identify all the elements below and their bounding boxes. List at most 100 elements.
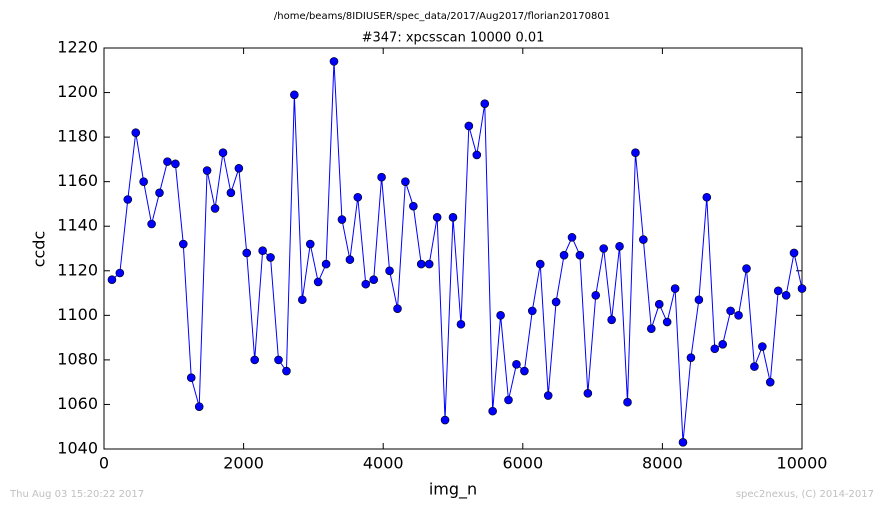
data-point	[290, 90, 299, 100]
data-point	[147, 219, 156, 229]
data-point	[551, 297, 561, 307]
x-tick-label: 8000	[642, 454, 683, 473]
data-point	[440, 415, 450, 425]
data-point	[789, 248, 799, 258]
data-point	[726, 306, 735, 316]
data-point	[424, 259, 434, 269]
data-point	[599, 244, 608, 253]
data-point	[765, 377, 775, 387]
data-point	[416, 259, 426, 269]
y-tick-label: 1100	[57, 305, 98, 324]
data-point	[194, 402, 204, 411]
y-tick-label: 1060	[57, 394, 98, 413]
x-tick-label: 10000	[777, 454, 828, 473]
y-tick-label: 1140	[57, 216, 98, 235]
data-point	[329, 57, 339, 66]
data-point	[567, 233, 577, 242]
data-point	[480, 99, 490, 108]
data-point	[401, 177, 410, 186]
y-tick-label: 1040	[57, 439, 98, 458]
data-point	[773, 286, 783, 296]
data-point	[686, 353, 696, 362]
x-tick-label: 6000	[502, 454, 543, 473]
data-point	[512, 360, 521, 369]
data-point	[250, 355, 259, 365]
data-point	[409, 201, 418, 211]
data-point	[694, 295, 704, 305]
footer-right: spec2nexus, (C) 2014-2017	[736, 489, 874, 500]
x-tick-label: 4000	[363, 454, 404, 473]
data-point	[115, 268, 125, 278]
data-point	[369, 275, 379, 284]
data-point	[353, 192, 363, 202]
data-point	[139, 177, 148, 186]
data-point	[797, 284, 807, 293]
data-point	[186, 373, 196, 383]
data-point	[305, 239, 315, 249]
x-tick-label: 2000	[223, 454, 264, 473]
data-point	[274, 355, 283, 365]
data-point	[377, 172, 386, 182]
data-point	[456, 319, 466, 329]
data-point	[670, 284, 680, 293]
data-point	[385, 266, 394, 276]
data-point	[607, 315, 616, 325]
data-point	[520, 366, 529, 376]
data-point	[750, 362, 759, 371]
data-point	[504, 395, 513, 405]
x-axis-label: img_n	[429, 480, 477, 500]
data-point	[639, 235, 648, 244]
data-point	[734, 311, 743, 320]
data-point	[710, 344, 720, 354]
data-point	[758, 342, 767, 351]
y-tick-label: 1200	[57, 82, 98, 101]
data-point	[615, 241, 624, 251]
data-point	[535, 259, 545, 269]
data-point	[527, 306, 537, 316]
plot-frame	[103, 47, 803, 450]
data-point	[123, 195, 133, 204]
data-point	[742, 264, 751, 273]
data-point	[662, 317, 672, 327]
data-point	[591, 290, 601, 300]
y-tick-label: 1160	[57, 171, 98, 190]
data-point	[242, 248, 252, 258]
data-point	[393, 304, 402, 313]
data-point	[623, 397, 632, 407]
data-point	[218, 148, 228, 158]
data-point	[781, 290, 791, 300]
data-point	[298, 295, 307, 305]
data-point	[345, 255, 355, 264]
data-point	[718, 339, 728, 349]
data-point	[178, 239, 188, 249]
data-point	[234, 164, 244, 173]
data-point	[155, 188, 164, 198]
data-point	[678, 438, 688, 447]
data-point	[202, 166, 212, 175]
y-tick-label: 1220	[57, 38, 98, 57]
y-tick-label: 1180	[57, 127, 98, 146]
y-axis-label: ccdc	[30, 231, 49, 268]
y-tick-label: 1120	[57, 260, 98, 279]
data-point	[282, 366, 291, 376]
data-point	[654, 299, 664, 309]
data-point	[702, 192, 712, 202]
data-point	[575, 250, 585, 260]
data-point	[432, 213, 442, 222]
data-point	[631, 148, 640, 158]
data-point	[107, 275, 117, 284]
chart-title: #347: xpcsscan 10000 0.01	[362, 31, 545, 46]
x-tick-label: 0	[99, 454, 109, 473]
data-point	[210, 204, 220, 213]
data-point	[543, 391, 553, 400]
data-point	[313, 277, 323, 287]
data-point	[583, 389, 593, 398]
y-tick-label: 1080	[57, 349, 98, 368]
data-point	[488, 406, 497, 416]
data-point	[226, 188, 236, 198]
footer-left: Thu Aug 03 15:20:22 2017	[9, 489, 144, 500]
data-point	[258, 246, 267, 256]
data-point	[163, 157, 172, 166]
data-point	[559, 250, 569, 260]
